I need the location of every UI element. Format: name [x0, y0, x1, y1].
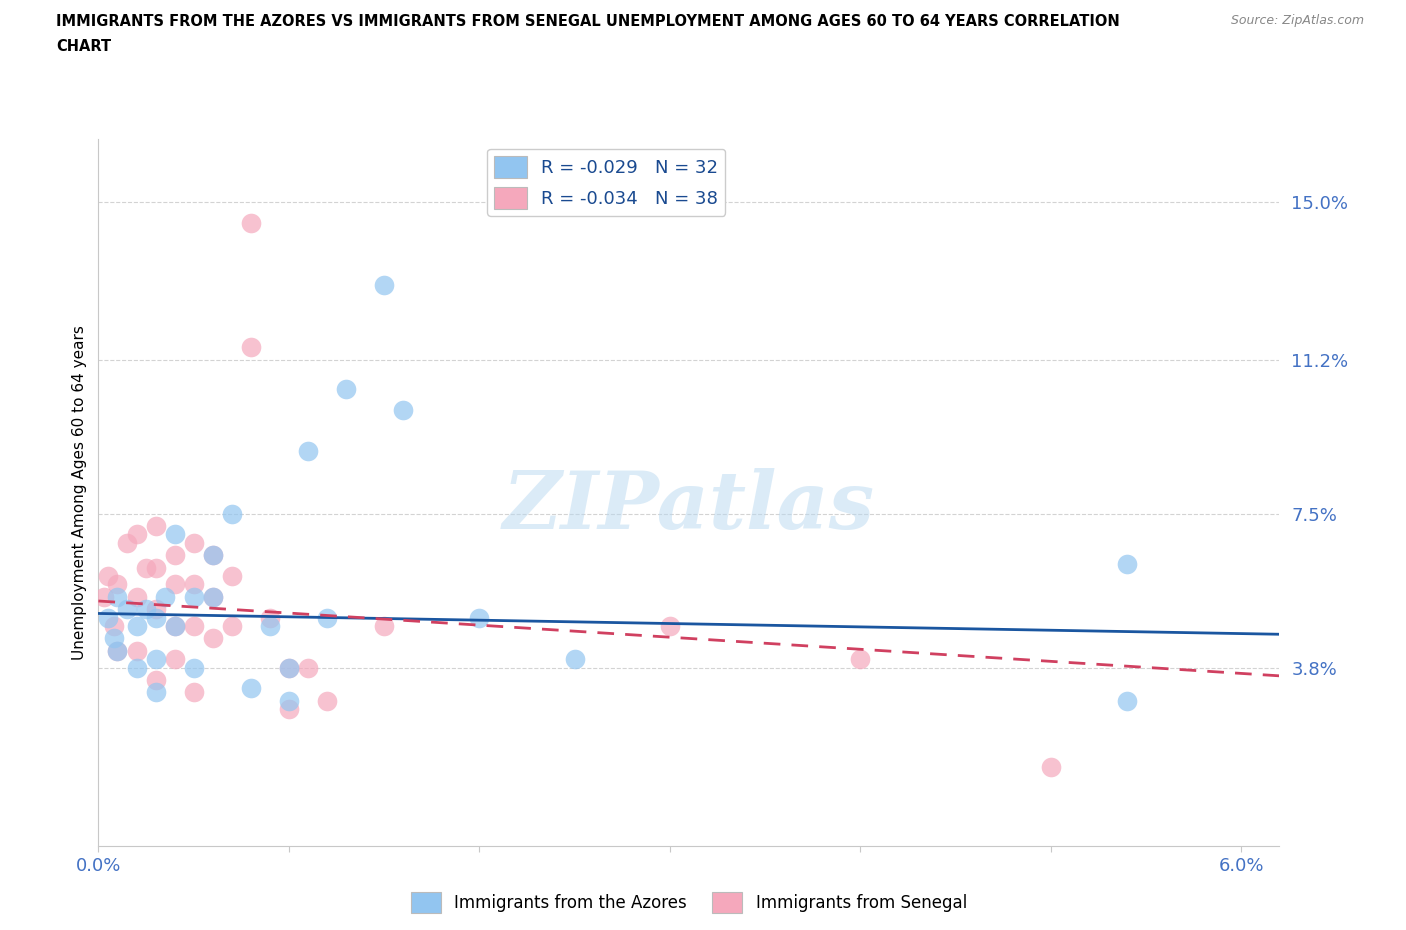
- Point: [277, 701, 299, 716]
- Text: CHART: CHART: [56, 39, 111, 54]
- Point: [221, 506, 243, 521]
- Point: [297, 660, 319, 675]
- Point: [115, 536, 138, 551]
- Legend: Immigrants from the Azores, Immigrants from Senegal: Immigrants from the Azores, Immigrants f…: [405, 885, 973, 919]
- Point: [125, 660, 148, 675]
- Point: [183, 577, 205, 591]
- Text: IMMIGRANTS FROM THE AZORES VS IMMIGRANTS FROM SENEGAL UNEMPLOYMENT AMONG AGES 60: IMMIGRANTS FROM THE AZORES VS IMMIGRANTS…: [56, 14, 1121, 29]
- Point: [93, 590, 115, 604]
- Point: [335, 381, 357, 396]
- Point: [1116, 556, 1139, 571]
- Point: [221, 618, 243, 633]
- Point: [373, 277, 395, 292]
- Point: [145, 610, 167, 625]
- Point: [135, 602, 157, 617]
- Point: [183, 685, 205, 700]
- Point: [259, 610, 281, 625]
- Point: [259, 618, 281, 633]
- Point: [135, 560, 157, 575]
- Point: [163, 527, 186, 542]
- Point: [103, 618, 125, 633]
- Point: [239, 681, 262, 696]
- Point: [97, 568, 120, 583]
- Point: [201, 631, 224, 645]
- Point: [103, 631, 125, 645]
- Point: [297, 444, 319, 458]
- Point: [658, 618, 681, 633]
- Point: [145, 685, 167, 700]
- Point: [564, 652, 586, 667]
- Point: [145, 602, 167, 617]
- Point: [125, 644, 148, 658]
- Point: [163, 548, 186, 563]
- Point: [849, 652, 872, 667]
- Point: [201, 590, 224, 604]
- Point: [163, 652, 186, 667]
- Point: [201, 590, 224, 604]
- Point: [107, 577, 129, 591]
- Point: [316, 610, 339, 625]
- Point: [201, 548, 224, 563]
- Point: [183, 590, 205, 604]
- Text: ZIPatlas: ZIPatlas: [503, 469, 875, 546]
- Point: [145, 672, 167, 687]
- Point: [163, 618, 186, 633]
- Point: [107, 644, 129, 658]
- Point: [221, 568, 243, 583]
- Point: [277, 660, 299, 675]
- Point: [145, 560, 167, 575]
- Point: [183, 618, 205, 633]
- Point: [107, 590, 129, 604]
- Y-axis label: Unemployment Among Ages 60 to 64 years: Unemployment Among Ages 60 to 64 years: [72, 326, 87, 660]
- Point: [316, 694, 339, 709]
- Point: [277, 660, 299, 675]
- Point: [115, 602, 138, 617]
- Point: [201, 548, 224, 563]
- Point: [97, 610, 120, 625]
- Point: [239, 215, 262, 230]
- Point: [153, 590, 176, 604]
- Text: Source: ZipAtlas.com: Source: ZipAtlas.com: [1230, 14, 1364, 27]
- Point: [163, 577, 186, 591]
- Point: [145, 652, 167, 667]
- Point: [373, 618, 395, 633]
- Point: [183, 536, 205, 551]
- Point: [163, 618, 186, 633]
- Point: [183, 660, 205, 675]
- Point: [107, 644, 129, 658]
- Point: [1116, 694, 1139, 709]
- Point: [125, 590, 148, 604]
- Point: [239, 340, 262, 355]
- Point: [125, 618, 148, 633]
- Point: [468, 610, 491, 625]
- Point: [392, 403, 415, 418]
- Point: [125, 527, 148, 542]
- Point: [145, 519, 167, 534]
- Point: [1039, 760, 1062, 775]
- Point: [277, 694, 299, 709]
